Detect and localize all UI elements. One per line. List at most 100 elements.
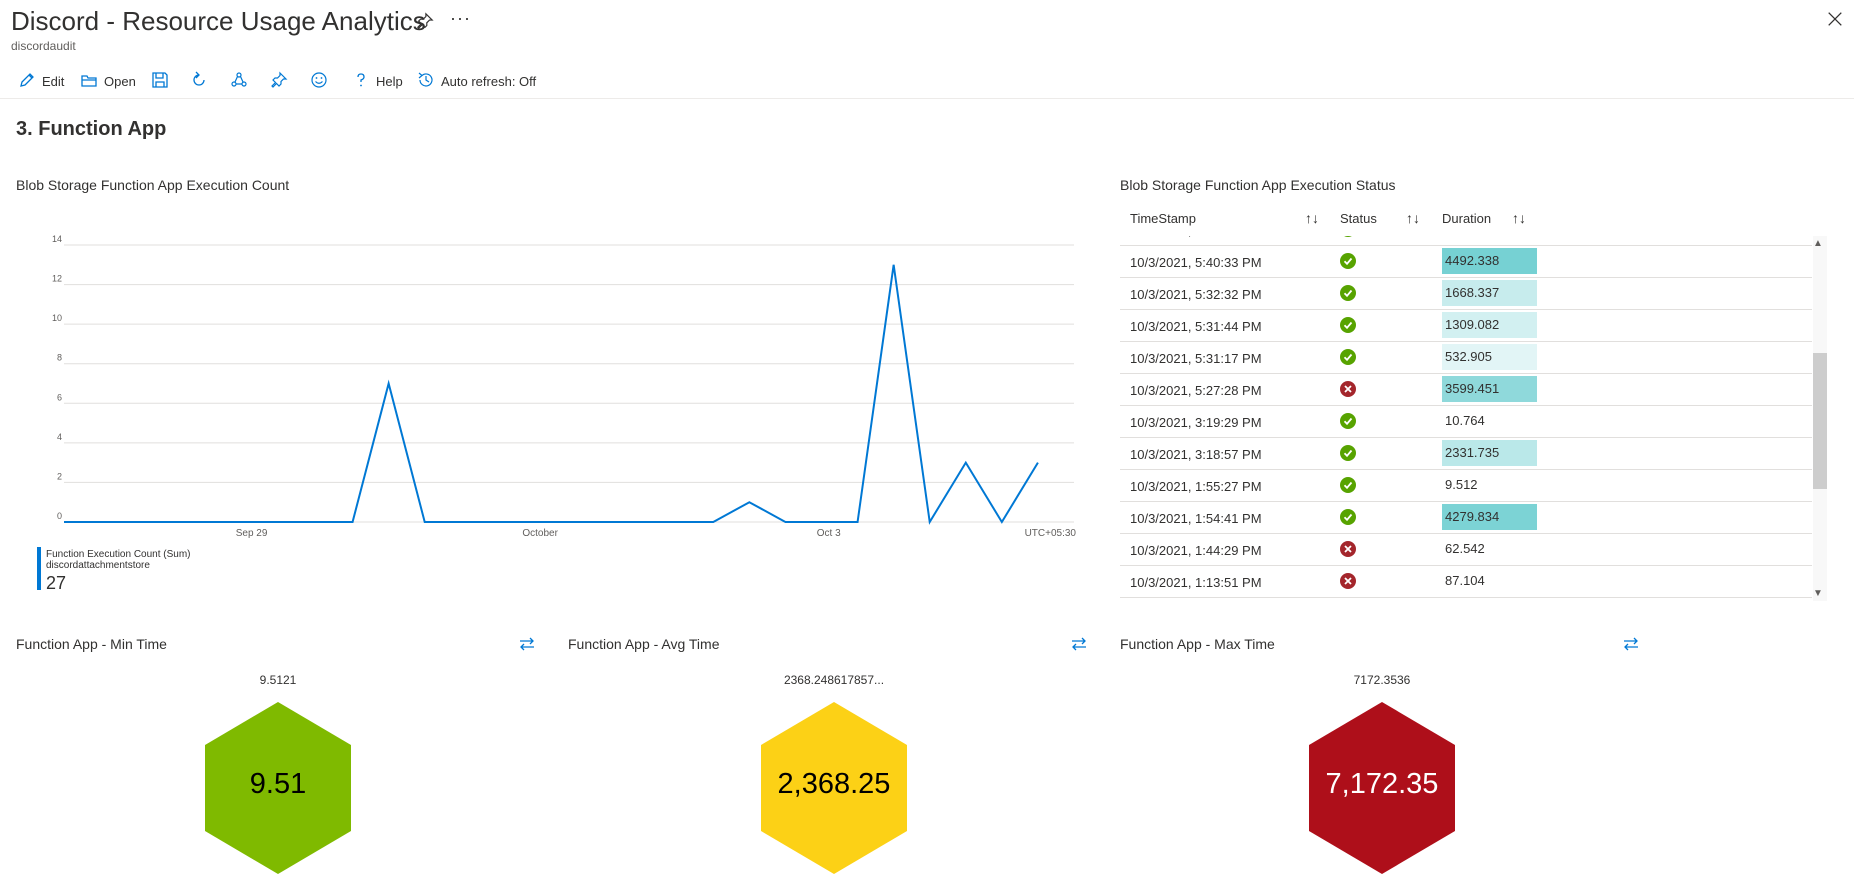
data-point [170,520,174,524]
tile-raw-value: 7172.3536 [1353,673,1411,687]
y-tick-label: 6 [57,392,62,402]
share-icon [230,71,248,92]
y-tick-label: 0 [57,511,62,521]
table-row[interactable]: 10/3/2021, 5:27:28 PM 3599.451 [1120,373,1812,406]
edit-button[interactable]: Edit [18,70,64,92]
swap-icon[interactable] [1622,635,1640,653]
table-row[interactable]: 10/3/2021, 1:55:27 PM 9.512 [1120,469,1812,502]
data-point [892,263,896,267]
section-title: 3. Function App [16,118,167,140]
cell-timestamp: 10/3/2021, 5:31:44 PM [1130,319,1262,334]
data-point [747,500,751,504]
y-tick-label: 12 [52,274,62,284]
table-row[interactable]: 10/3/2021, 1:13:51 PM 87.104 [1120,565,1812,598]
table-row[interactable]: 10/3/2021, 1:54:41 PM 4279.834 [1120,501,1812,534]
page-title: Discord - Resource Usage Analytics [11,6,426,36]
success-icon [1340,509,1356,525]
help-button[interactable]: Help [352,70,403,92]
data-point [675,520,679,524]
y-tick-label: 14 [52,234,62,244]
column-header-duration[interactable]: Duration [1442,211,1492,226]
cell-timestamp: 10/3/2021, 5:32:32 PM [1130,287,1262,302]
data-point [242,520,246,524]
tile-title: Function App - Min Time [16,636,167,652]
tile-raw-value: 9.5121 [259,673,297,687]
series-line [64,264,1039,525]
cell-duration: 4279.834 [1442,504,1537,530]
table-row[interactable]: 10/3/2021, 5:45:02 PM [1120,236,1812,246]
cell-duration: 87.104 [1445,573,1485,588]
scroll-up-icon[interactable]: ▲ [1813,238,1823,249]
tile-hexagon[interactable] [761,702,907,874]
feedback-button[interactable] [310,70,328,92]
data-point [928,520,932,524]
cell-duration: 1668.337 [1442,280,1537,306]
failure-icon [1340,541,1356,557]
data-point [351,520,355,524]
edit-icon [18,71,36,92]
save-button[interactable] [151,70,169,92]
pin-button[interactable] [270,70,288,92]
table-row[interactable]: 10/3/2021, 5:40:33 PM 4492.338 [1120,245,1812,278]
column-header-status[interactable]: Status [1340,211,1377,226]
data-point [964,461,968,465]
execution-count-chart[interactable]: 0 2 4 6 8 10 12 14 Sep 29 October Oct 3 UTC+05:30 [14,222,1086,542]
data-point [98,520,102,524]
legend-resource-name: discordattachmentstore [46,560,150,571]
help-icon [352,71,370,92]
cell-timestamp: 10/3/2021, 3:19:29 PM [1130,415,1262,430]
table-row[interactable]: 10/3/2021, 5:31:44 PM 1309.082 [1120,309,1812,342]
data-point [134,520,138,524]
data-point [315,520,319,524]
data-point [387,382,391,386]
table-row[interactable]: 10/3/2021, 3:18:57 PM 2331.735 [1120,437,1812,470]
x-tick-label: October [522,528,558,539]
edit-label: Edit [42,73,65,89]
sort-icon[interactable]: ↑↓ [1512,210,1526,226]
swap-icon[interactable] [518,635,536,653]
toolbar-divider [0,98,1854,99]
scrollbar-thumb[interactable] [1813,353,1827,489]
data-point [856,520,860,524]
table-row[interactable]: 10/3/2021, 3:19:29 PM 10.764 [1120,405,1812,438]
open-button[interactable]: Open [80,70,136,92]
cell-duration: 10.764 [1445,413,1485,428]
pin-icon[interactable] [416,12,436,32]
legend-total-value: 27 [46,573,67,593]
success-icon [1340,349,1356,365]
pin-icon [270,71,288,92]
tile-hexagon[interactable] [205,702,351,874]
column-header-timestamp[interactable]: TimeStamp [1130,211,1196,226]
cell-duration: 4492.338 [1442,248,1537,274]
more-icon[interactable]: ··· [450,8,471,28]
share-button[interactable] [230,70,248,92]
table-row[interactable]: 10/3/2021, 5:31:17 PM 532.905 [1120,341,1812,374]
failure-icon [1340,573,1356,589]
success-icon [1340,253,1356,269]
table-row[interactable]: 10/3/2021, 1:44:29 PM 62.542 [1120,533,1812,566]
tile-hexagon[interactable] [1309,702,1455,874]
cell-timestamp: 10/3/2021, 1:55:27 PM [1130,479,1262,494]
data-point [531,520,535,524]
y-tick-label: 2 [57,471,62,481]
refresh-button[interactable] [190,70,208,92]
swap-icon[interactable] [1070,635,1088,653]
open-icon [80,71,98,92]
table-row[interactable]: 10/3/2021, 5:32:32 PM 1668.337 [1120,277,1812,310]
cell-timestamp: 10/3/2021, 1:54:41 PM [1130,511,1262,526]
x-tick-label: Sep 29 [236,528,268,539]
close-icon[interactable] [1826,10,1846,30]
open-label: Open [104,73,136,89]
sort-icon[interactable]: ↑↓ [1305,210,1319,226]
cell-duration: 2331.735 [1442,440,1537,466]
success-icon [1340,236,1356,237]
scroll-down-icon[interactable]: ▼ [1813,588,1823,599]
status-table-body[interactable]: 10/3/2021, 5:45:02 PM 10/3/2021, 5:40:33 … [1120,236,1812,601]
data-point [639,520,643,524]
cell-duration: 3599.451 [1442,376,1537,402]
sort-icon[interactable]: ↑↓ [1406,210,1420,226]
auto-refresh-button[interactable]: Auto refresh: Off [417,70,536,92]
y-tick-label: 8 [57,353,62,363]
cell-duration: 62.542 [1445,541,1485,556]
cell-timestamp: 10/3/2021, 1:13:51 PM [1130,575,1262,590]
